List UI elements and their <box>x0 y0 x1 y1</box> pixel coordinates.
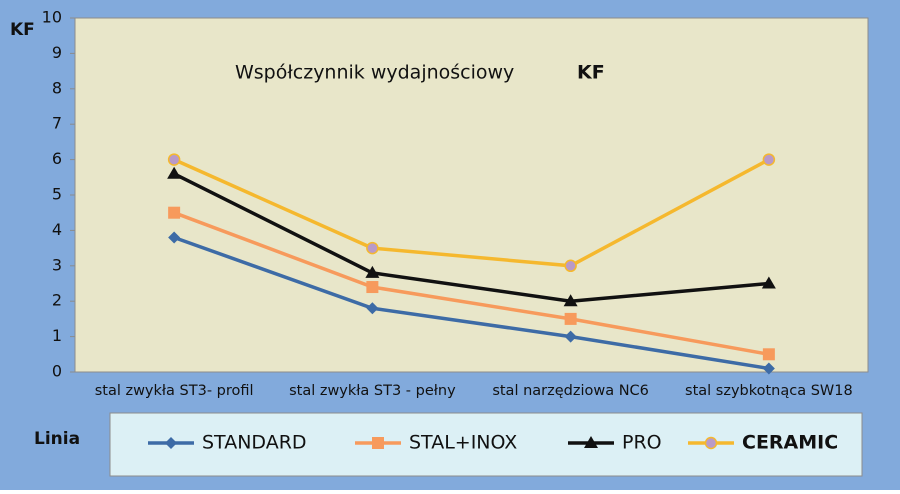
y-tick-label: 4 <box>52 220 62 239</box>
marker <box>168 206 181 219</box>
marker <box>365 265 380 278</box>
marker <box>762 153 776 166</box>
marker <box>165 437 177 449</box>
line <box>173 211 770 357</box>
marker <box>761 276 776 289</box>
legend-label: STAL+INOX <box>409 432 517 454</box>
y-tick-label: 1 <box>52 326 62 345</box>
y-tick-label: 9 <box>52 43 62 62</box>
plot-area <box>74 17 869 373</box>
marker <box>564 259 577 273</box>
legend-box <box>109 412 863 477</box>
marker <box>563 294 578 307</box>
marker <box>564 312 577 325</box>
legend-label: STANDARD <box>202 432 307 454</box>
y-tick-label: 5 <box>52 185 62 204</box>
line <box>173 158 770 268</box>
marker <box>167 166 182 179</box>
legend-label: CERAMIC <box>742 432 838 454</box>
marker <box>762 362 775 375</box>
x-tick-label: stal szybkotnąca SW18 <box>685 383 853 399</box>
y-tick-label: 0 <box>52 362 62 381</box>
y-tick-label: 10 <box>42 8 62 27</box>
y-tick-label: 2 <box>52 291 62 310</box>
line <box>173 172 770 303</box>
marker <box>366 281 379 294</box>
chart-title: Współczynnik wydajnościowy <box>235 62 514 84</box>
chart-title-emphasis: KF <box>577 62 605 84</box>
y-tick-label: 7 <box>52 114 62 133</box>
marker <box>704 436 718 450</box>
marker <box>366 302 379 315</box>
marker <box>372 437 384 449</box>
marker <box>366 241 379 255</box>
x-tick-label: stal zwykła ST3 - pełny <box>289 383 456 399</box>
x-tick-label: stal narzędziowa NC6 <box>492 383 649 399</box>
legend-label: PRO <box>622 432 662 454</box>
x-tick-label: stal zwykła ST3- profil <box>95 383 254 399</box>
y-tick-label: 6 <box>52 149 62 168</box>
marker <box>168 231 181 244</box>
y-tick-label: 8 <box>52 78 62 97</box>
legend-title: Linia <box>34 429 80 449</box>
y-tick-label: 3 <box>52 255 62 274</box>
marker <box>167 153 181 166</box>
y-axis-label: KF <box>10 20 35 40</box>
line <box>173 235 770 371</box>
marker <box>762 348 775 361</box>
marker <box>584 436 598 448</box>
marker <box>564 330 577 343</box>
